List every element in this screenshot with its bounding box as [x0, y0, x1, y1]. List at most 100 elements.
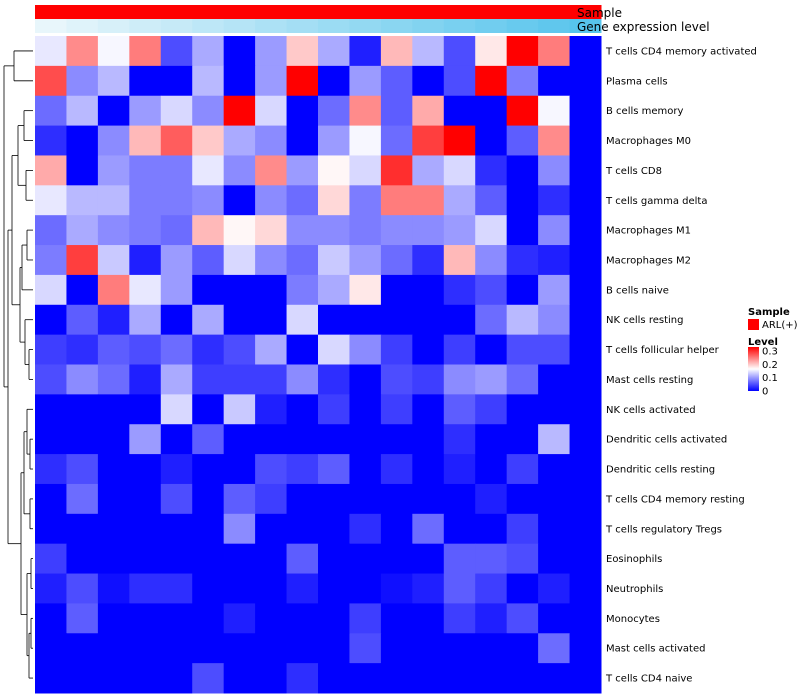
heatmap-cell: [129, 633, 162, 664]
heatmap-cell: [318, 95, 350, 127]
heatmap-cell: [286, 454, 319, 485]
heatmap-cell: [192, 424, 225, 455]
heatmap-cell: [286, 603, 319, 634]
heatmap-cell: [35, 454, 67, 485]
heatmap-cell: [35, 394, 67, 425]
heatmap-cell: [66, 573, 99, 604]
gene-expression-annotation-cell: [66, 19, 99, 33]
heatmap-cell: [506, 543, 539, 575]
heatmap-cell: [349, 36, 382, 67]
heatmap-cell: [380, 364, 413, 395]
gene-expression-annotation-cell: [318, 19, 350, 33]
heatmap-cell: [349, 603, 382, 634]
heatmap-cell: [380, 215, 413, 246]
heatmap-cell: [380, 274, 413, 306]
heatmap-cell: [160, 185, 193, 216]
heatmap-cell: [35, 603, 67, 634]
heatmap-cell: [192, 36, 225, 67]
heatmap-cell: [255, 543, 288, 575]
heatmap-cell: [380, 483, 413, 515]
row-label: NK cells resting: [606, 315, 683, 326]
heatmap-cell: [506, 394, 539, 425]
heatmap-cell: [35, 65, 67, 97]
heatmap-cell: [475, 185, 508, 216]
heatmap-cell: [129, 424, 162, 455]
heatmap-cell: [223, 125, 256, 156]
heatmap-cell: [569, 125, 602, 156]
heatmap-cell: [349, 633, 382, 664]
heatmap-cell: [443, 364, 476, 395]
heatmap-cell: [97, 603, 130, 634]
heatmap-cell: [97, 95, 130, 127]
heatmap-cell: [129, 155, 162, 186]
heatmap-cell: [475, 334, 508, 365]
heatmap-cell: [538, 334, 571, 365]
heatmap-cell: [129, 663, 162, 694]
heatmap-cell: [97, 65, 130, 97]
heatmap-cell: [538, 663, 571, 694]
heatmap-cell: [349, 65, 382, 97]
heatmap-cell: [192, 274, 225, 306]
heatmap-cell: [538, 95, 571, 127]
heatmap-cell: [318, 274, 350, 306]
heatmap-cell: [192, 215, 225, 246]
heatmap-cell: [286, 215, 319, 246]
heatmap-cell: [192, 633, 225, 664]
heatmap-cell: [569, 334, 602, 365]
heatmap-cell: [349, 573, 382, 604]
heatmap-cell: [223, 245, 256, 276]
legend-colorbar: [748, 347, 759, 391]
heatmap-cell: [129, 543, 162, 575]
heatmap-cell: [66, 483, 99, 515]
legend-tick-label: 0.3: [762, 347, 778, 358]
row-label: Mast cells activated: [606, 644, 705, 655]
heatmap-cell: [192, 454, 225, 485]
heatmap-cell: [506, 573, 539, 604]
heatmap-cell: [443, 125, 476, 156]
heatmap-cell: [412, 364, 445, 395]
heatmap-cell: [318, 304, 350, 336]
heatmap-cell: [192, 95, 225, 127]
gene-expression-annotation-cell: [412, 19, 445, 33]
heatmap-cell: [66, 125, 99, 156]
heatmap-cell: [349, 155, 382, 186]
heatmap-cell: [412, 543, 445, 575]
legend-tick-label: 0.1: [762, 373, 778, 384]
heatmap-cell: [443, 274, 476, 306]
heatmap-cell: [66, 663, 99, 694]
heatmap-cell: [129, 304, 162, 336]
row-label: Macrophages M2: [606, 255, 691, 266]
heatmap-cell: [412, 185, 445, 216]
sample-annotation-cell: [129, 5, 162, 19]
heatmap-cell: [475, 513, 508, 545]
heatmap-cell: [66, 334, 99, 365]
heatmap-cell: [569, 424, 602, 455]
heatmap-cell: [538, 36, 571, 67]
heatmap-cell: [569, 65, 602, 97]
legend-level-title: Level: [748, 337, 778, 348]
heatmap-cell: [380, 663, 413, 694]
row-dendrogram: [3, 50, 33, 679]
sample-annotation-cell: [475, 5, 508, 19]
row-label: Dendritic cells activated: [606, 435, 727, 446]
row-label: T cells follicular helper: [605, 345, 720, 356]
gene-expression-annotation-cell: [129, 19, 162, 33]
heatmap-cell: [160, 513, 193, 545]
heatmap-cell: [506, 95, 539, 127]
heatmap-cell: [538, 483, 571, 515]
heatmap-cell: [66, 185, 99, 216]
heatmap-cell: [129, 36, 162, 67]
heatmap-cell: [380, 125, 413, 156]
heatmap-cell: [35, 633, 67, 664]
heatmap-cell: [412, 603, 445, 634]
heatmap-cell: [506, 304, 539, 336]
sample-annotation-cell: [223, 5, 256, 19]
heatmap-cell: [255, 215, 288, 246]
heatmap-cell: [129, 483, 162, 515]
heatmap-cell: [349, 663, 382, 694]
heatmap-cell: [286, 125, 319, 156]
gene-expression-annotation-cell: [443, 19, 476, 33]
heatmap-cell: [380, 513, 413, 545]
heatmap-cell: [192, 65, 225, 97]
heatmap-cell: [538, 543, 571, 575]
